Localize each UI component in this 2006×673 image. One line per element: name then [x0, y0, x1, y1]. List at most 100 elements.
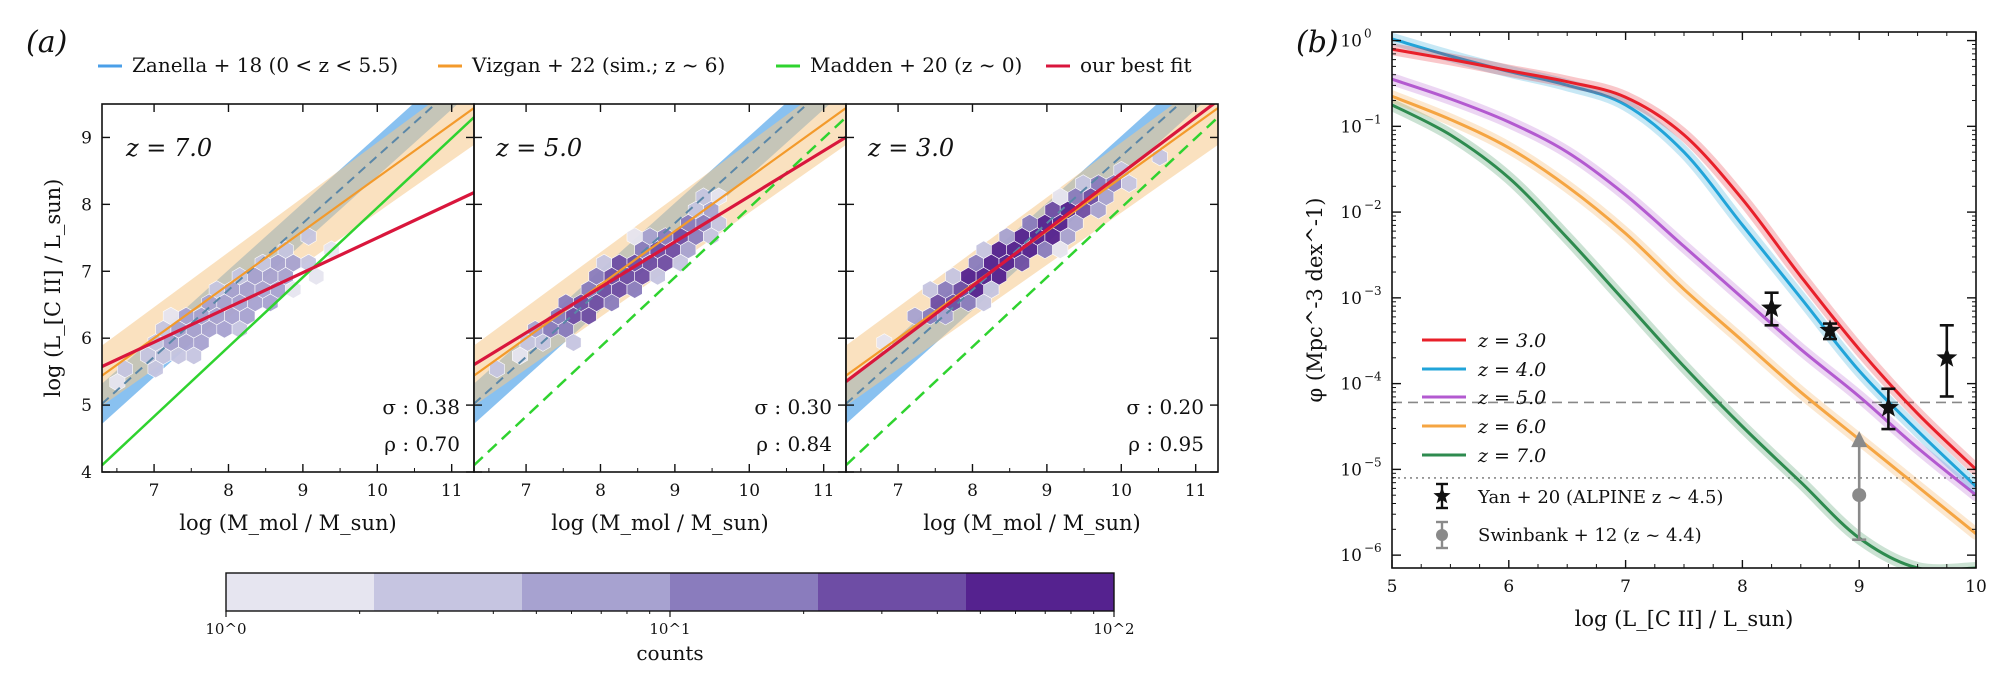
- panel-a-xlabel-1: log (M_mol / M_sun): [179, 511, 396, 535]
- lower-limit-arrow: [1851, 431, 1868, 448]
- y-tick-label: 10: [1340, 546, 1362, 566]
- best-fit-line: [846, 104, 1217, 383]
- x-tick-label: 7: [149, 481, 160, 501]
- x-tick-label: 8: [595, 481, 606, 501]
- y-tick-exponent: 0: [1364, 27, 1372, 41]
- lf-curve: [1392, 47, 1976, 471]
- hexbin-cell: [975, 293, 992, 312]
- x-tick-label: 8: [1737, 577, 1748, 597]
- hexbin-cell: [1090, 200, 1107, 220]
- subpanel-z3-title: z = 3.0: [867, 134, 954, 162]
- y-tick-label: 10: [1340, 117, 1362, 137]
- hexbin-cell: [262, 293, 279, 312]
- y-tick-exponent: −4: [1364, 370, 1382, 384]
- legend-label-zanella: Zanella + 18 (0 < z < 5.5): [132, 53, 398, 77]
- subpanel-z3-sigma: σ : 0.20: [1126, 395, 1204, 419]
- subpanel-z7: z = 7.0 σ : 0.38 ρ : 0.70 7 8 9 10 11 4 5 6 7 8 9: [81, 103, 475, 501]
- hexbin-cell: [1121, 174, 1138, 193]
- x-tick-label: 11: [441, 481, 463, 501]
- lf-curve: [1392, 103, 1976, 568]
- data-point-star: [1819, 319, 1841, 340]
- panel-a-ylabel: log (L_[C II] / L_sun): [41, 179, 65, 398]
- y-tick-label: 5: [81, 396, 92, 416]
- legend-b-label-z5: z = 5.0: [1477, 387, 1546, 409]
- y-tick-label: 4: [81, 463, 92, 483]
- subpanel-z3-rho: ρ : 0.95: [1128, 432, 1204, 456]
- legend-b: z = 3.0 z = 4.0 z = 5.0 z = 6.0 z = 7.0 …: [1422, 330, 1723, 550]
- legend-b-label-z3: z = 3.0: [1477, 330, 1546, 352]
- x-tick-label: 10: [1965, 577, 1987, 597]
- legend-label-vizgan: Vizgan + 22 (sim.; z ~ 6): [471, 53, 725, 77]
- legend-b-circle: [1436, 529, 1448, 541]
- panel-b-ylabel: φ (Mpc^-3 dex^-1): [1303, 198, 1327, 403]
- legend-b-label-z6: z = 6.0: [1477, 416, 1546, 438]
- y-tick-label: 10: [1340, 289, 1362, 309]
- colorbar-tick-1: 10^0: [205, 620, 246, 638]
- subpanel-z7-title: z = 7.0: [125, 134, 212, 162]
- colorbar: 10^0 10^1 10^2 counts: [205, 572, 1135, 665]
- subpanel-z5: z = 5.0 σ : 0.30 ρ : 0.84 7 8 9 10 11: [473, 103, 847, 501]
- hexbin-cell: [565, 333, 582, 352]
- hexbin-cell: [626, 280, 643, 299]
- hexbin-cell: [285, 280, 302, 299]
- hexbin-cell: [580, 306, 597, 326]
- y-tick-label: 9: [81, 128, 92, 148]
- x-tick-label: 10: [366, 481, 388, 501]
- hexbin-cell: [1052, 240, 1069, 259]
- y-tick-label: 10: [1340, 375, 1362, 395]
- x-tick-label: 7: [521, 481, 532, 501]
- y-tick-exponent: −6: [1364, 541, 1382, 555]
- x-tick-label: 9: [297, 481, 308, 501]
- subpanel-z5-sigma: σ : 0.30: [754, 395, 832, 419]
- x-tick-label: 7: [893, 481, 904, 501]
- best-fit-line: [474, 135, 846, 367]
- colorbar-cell: [226, 573, 375, 611]
- subpanel-z3: z = 3.0 σ : 0.20 ρ : 0.95 7 8 9 10 11: [845, 103, 1219, 501]
- x-tick-label: 9: [669, 481, 680, 501]
- x-tick-label: 8: [223, 481, 234, 501]
- zanella-line: [474, 104, 809, 405]
- y-tick-exponent: −1: [1364, 112, 1382, 126]
- legend-b-label-z4: z = 4.0: [1477, 359, 1546, 381]
- legend-label-madden: Madden + 20 (z ~ 0): [810, 53, 1022, 77]
- x-tick-label: 11: [1185, 481, 1207, 501]
- y-tick-label: 10: [1340, 460, 1362, 480]
- x-tick-label: 5: [1387, 577, 1398, 597]
- lf-curve: [1392, 77, 1976, 497]
- hexbin-cell: [603, 293, 620, 312]
- subpanel-z5-rho: ρ : 0.84: [756, 432, 832, 456]
- subpanel-z5-title: z = 5.0: [495, 134, 582, 162]
- best-fit-line: [102, 191, 474, 369]
- panel-b-xlabel: log (L_[C II] / L_sun): [1575, 607, 1794, 631]
- zanella-line: [102, 104, 437, 405]
- y-tick-label: 6: [81, 329, 92, 349]
- x-tick-label: 11: [813, 481, 835, 501]
- subpanel-z7-rho: ρ : 0.70: [384, 432, 460, 456]
- legend-a: Zanella + 18 (0 < z < 5.5) Vizgan + 22 (…: [98, 53, 1192, 77]
- colorbar-tick-100: 10^2: [1093, 620, 1134, 638]
- legend-b-label-swinbank: Swinbank + 12 (z ~ 4.4): [1478, 525, 1702, 546]
- madden-line: [846, 116, 1218, 467]
- data-point-star: [1877, 396, 1899, 417]
- y-tick-exponent: −5: [1364, 455, 1382, 469]
- vizgan-line: [102, 107, 474, 377]
- x-tick-label: 10: [1110, 481, 1132, 501]
- panel-label-b: (b): [1296, 25, 1339, 60]
- x-tick-label: 9: [1041, 481, 1052, 501]
- x-tick-label: 10: [738, 481, 760, 501]
- y-tick-exponent: −3: [1364, 284, 1382, 298]
- zanella-line: [846, 104, 1181, 405]
- data-point-star: [1761, 297, 1783, 317]
- hexbin-cell: [147, 359, 164, 379]
- axes-frame: [845, 103, 1219, 473]
- legend-b-label-yan: Yan + 20 (ALPINE z ~ 4.5): [1477, 487, 1723, 508]
- colorbar-cell: [818, 573, 967, 611]
- hexbin-cell: [1013, 253, 1030, 273]
- colorbar-tick-10: 10^1: [649, 620, 690, 638]
- panel-a-xlabel-2: log (M_mol / M_sun): [551, 511, 768, 535]
- panel-a-xlabel-3: log (M_mol / M_sun): [923, 511, 1140, 535]
- legend-b-star: [1433, 487, 1451, 504]
- y-tick-exponent: −2: [1364, 198, 1382, 212]
- colorbar-label: counts: [636, 641, 703, 665]
